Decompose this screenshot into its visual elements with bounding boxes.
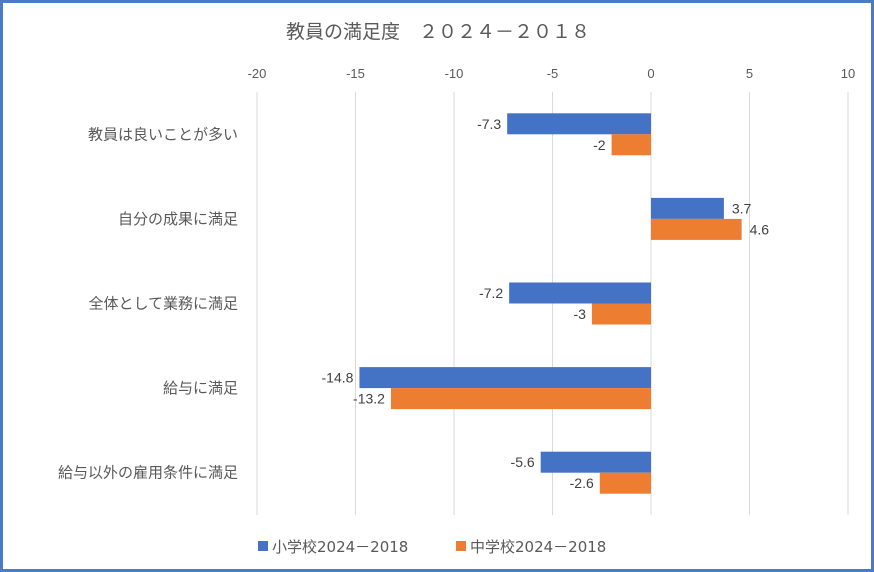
data-label: -3 bbox=[573, 306, 586, 322]
legend-swatch bbox=[258, 541, 268, 551]
x-tick-label: -20 bbox=[248, 66, 267, 81]
x-tick-label: 10 bbox=[841, 66, 855, 81]
bar-series-1 bbox=[540, 451, 651, 473]
data-label: -7.2 bbox=[479, 285, 503, 301]
x-tick-label: -15 bbox=[346, 66, 365, 81]
category-label: 自分の成果に満足 bbox=[118, 210, 238, 228]
bar-series-2 bbox=[611, 134, 651, 156]
category-label: 教員は良いことが多い bbox=[88, 125, 238, 143]
category-label: 給与に満足 bbox=[163, 379, 238, 397]
data-label: 4.6 bbox=[750, 221, 770, 237]
legend-swatch bbox=[456, 541, 466, 551]
data-label: -13.2 bbox=[353, 391, 385, 407]
data-labels: -7.3 -2 3.7 4.6 -7.2 -3 -14.8 -13.2 -5.6 -2.6 bbox=[322, 116, 770, 491]
chart-title: 教員の満足度 ２０２４－２０１８ bbox=[286, 21, 590, 43]
data-label: -2.6 bbox=[570, 475, 594, 491]
bar-series-2 bbox=[599, 472, 651, 494]
bar-series-2 bbox=[591, 303, 651, 325]
bar-series-1 bbox=[359, 367, 651, 389]
legend-label: 中学校2024－2018 bbox=[470, 538, 606, 556]
category-label: 給与以外の雇用条件に満足 bbox=[58, 464, 238, 482]
bar-series-1 bbox=[507, 113, 651, 135]
data-label: -2 bbox=[593, 137, 606, 153]
bar-series-2 bbox=[651, 218, 742, 240]
x-tick-label: 5 bbox=[746, 66, 753, 81]
x-tick-label: -5 bbox=[547, 66, 559, 81]
legend-label: 小学校2024－2018 bbox=[272, 538, 408, 556]
data-label: 3.7 bbox=[732, 200, 752, 216]
data-label: -14.8 bbox=[322, 370, 354, 386]
x-tick-label: -10 bbox=[445, 66, 464, 81]
x-axis-ticks: -20 -15 -10 -5 0 5 10 bbox=[248, 66, 856, 81]
category-labels: 教員は良いことが多い自分の成果に満足全体として業務に満足給与に満足給与以外の雇用… bbox=[58, 125, 238, 481]
bar-series-2 bbox=[390, 388, 651, 410]
bar-series-1 bbox=[651, 197, 724, 219]
legend: 小学校2024－2018 中学校2024－2018 bbox=[258, 538, 606, 556]
category-label: 全体として業務に満足 bbox=[88, 295, 238, 313]
data-label: -5.6 bbox=[511, 454, 535, 470]
bars bbox=[359, 113, 742, 494]
bar-series-1 bbox=[509, 282, 651, 304]
x-tick-label: 0 bbox=[647, 66, 654, 81]
data-label: -7.3 bbox=[477, 116, 501, 132]
